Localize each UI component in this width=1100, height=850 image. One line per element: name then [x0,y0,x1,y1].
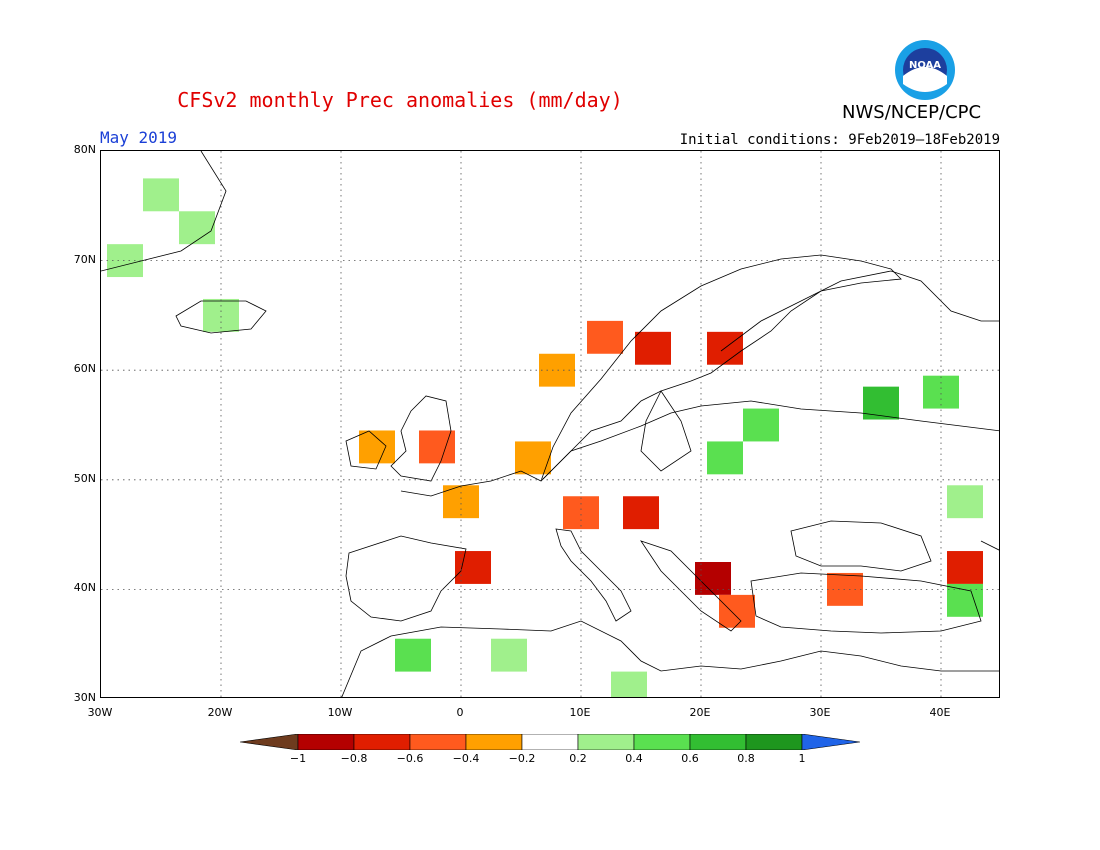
anomaly-cell [947,551,983,584]
logo-text: NOAA [909,60,941,71]
colorbar-tick-label: −1 [289,752,307,765]
colorbar-swatch [409,734,467,750]
colorbar-tick-label: 1 [798,752,806,765]
lon-tick-label: 10E [569,706,591,719]
anomaly-cell [359,430,395,464]
anomaly-cell [179,211,215,245]
colorbar-tick-label: 0.8 [737,752,755,765]
colorbar-swatch [633,734,691,750]
anomaly-cell [455,551,491,584]
lon-tick-label: 10W [327,706,353,719]
anomaly-cell [203,298,239,332]
colorbar-swatch [577,734,635,750]
lat-tick-label: 40N [73,581,96,595]
anomaly-cell [395,638,431,672]
noaa-logo: NOAA [895,40,955,100]
colorbar-tick-label: 0.4 [625,752,643,765]
lon-tick-label: 20E [689,706,711,719]
coastlines [101,151,999,697]
colorbar [240,734,860,750]
colorbar-swatch [521,734,579,750]
org-label: NWS/NCEP/CPC [842,102,982,123]
anomaly-cell [635,331,671,365]
graticule [101,151,999,697]
month-label: May 2019 [100,128,178,147]
initial-conditions: Initial conditions: 9Feb2019–18Feb2019 [679,132,1000,148]
lat-tick-label: 30N [73,691,96,704]
anomaly-cell [515,441,551,475]
colorbar-low-arrow [240,734,299,750]
colorbar-swatch [353,734,411,750]
lat-tick-label: 80N [73,143,96,156]
anomaly-cell [743,408,779,442]
anomaly-cell [923,375,959,409]
lon-tick-label: 20W [207,706,233,719]
map-svg [101,151,999,697]
anomaly-cell [947,485,983,519]
colorbar-swatch [745,734,803,750]
anomaly-cell [587,320,623,354]
lat-tick-label: 70N [73,252,96,266]
map-panel [100,150,1000,698]
colorbar-swatch [689,734,747,750]
colorbar-swatch [465,734,523,750]
chart-title: CFSv2 monthly Prec anomalies (mm/day) [177,88,623,112]
lon-tick-label: 0 [456,706,464,719]
colorbar-tick-label: 0.2 [569,752,587,765]
anomaly-cells [107,178,983,697]
colorbar-tick-label: 0.6 [681,752,699,765]
lon-tick-label: 30E [809,706,831,719]
lon-tick-label: 40E [929,706,951,719]
lat-tick-label: 50N [73,471,96,485]
anomaly-cell [707,441,743,475]
anomaly-cell [563,496,599,530]
colorbar-swatch [297,734,355,750]
colorbar-tick-label: −0.8 [340,752,368,765]
anomaly-cell [623,496,659,530]
anomaly-cell [143,178,179,212]
anomaly-cell [611,671,647,697]
anomaly-cell [719,594,755,628]
anomaly-cell [695,562,731,595]
colorbar-tick-label: −0.4 [452,752,480,765]
lon-tick-label: 30W [87,706,113,719]
colorbar-high-arrow [801,734,860,750]
anomaly-cell [863,386,899,420]
colorbar-tick-label: −0.2 [508,752,536,765]
lat-tick-label: 60N [73,362,96,376]
colorbar-tick-label: −0.6 [396,752,424,765]
anomaly-cell [491,638,527,672]
anomaly-cell [443,485,479,519]
